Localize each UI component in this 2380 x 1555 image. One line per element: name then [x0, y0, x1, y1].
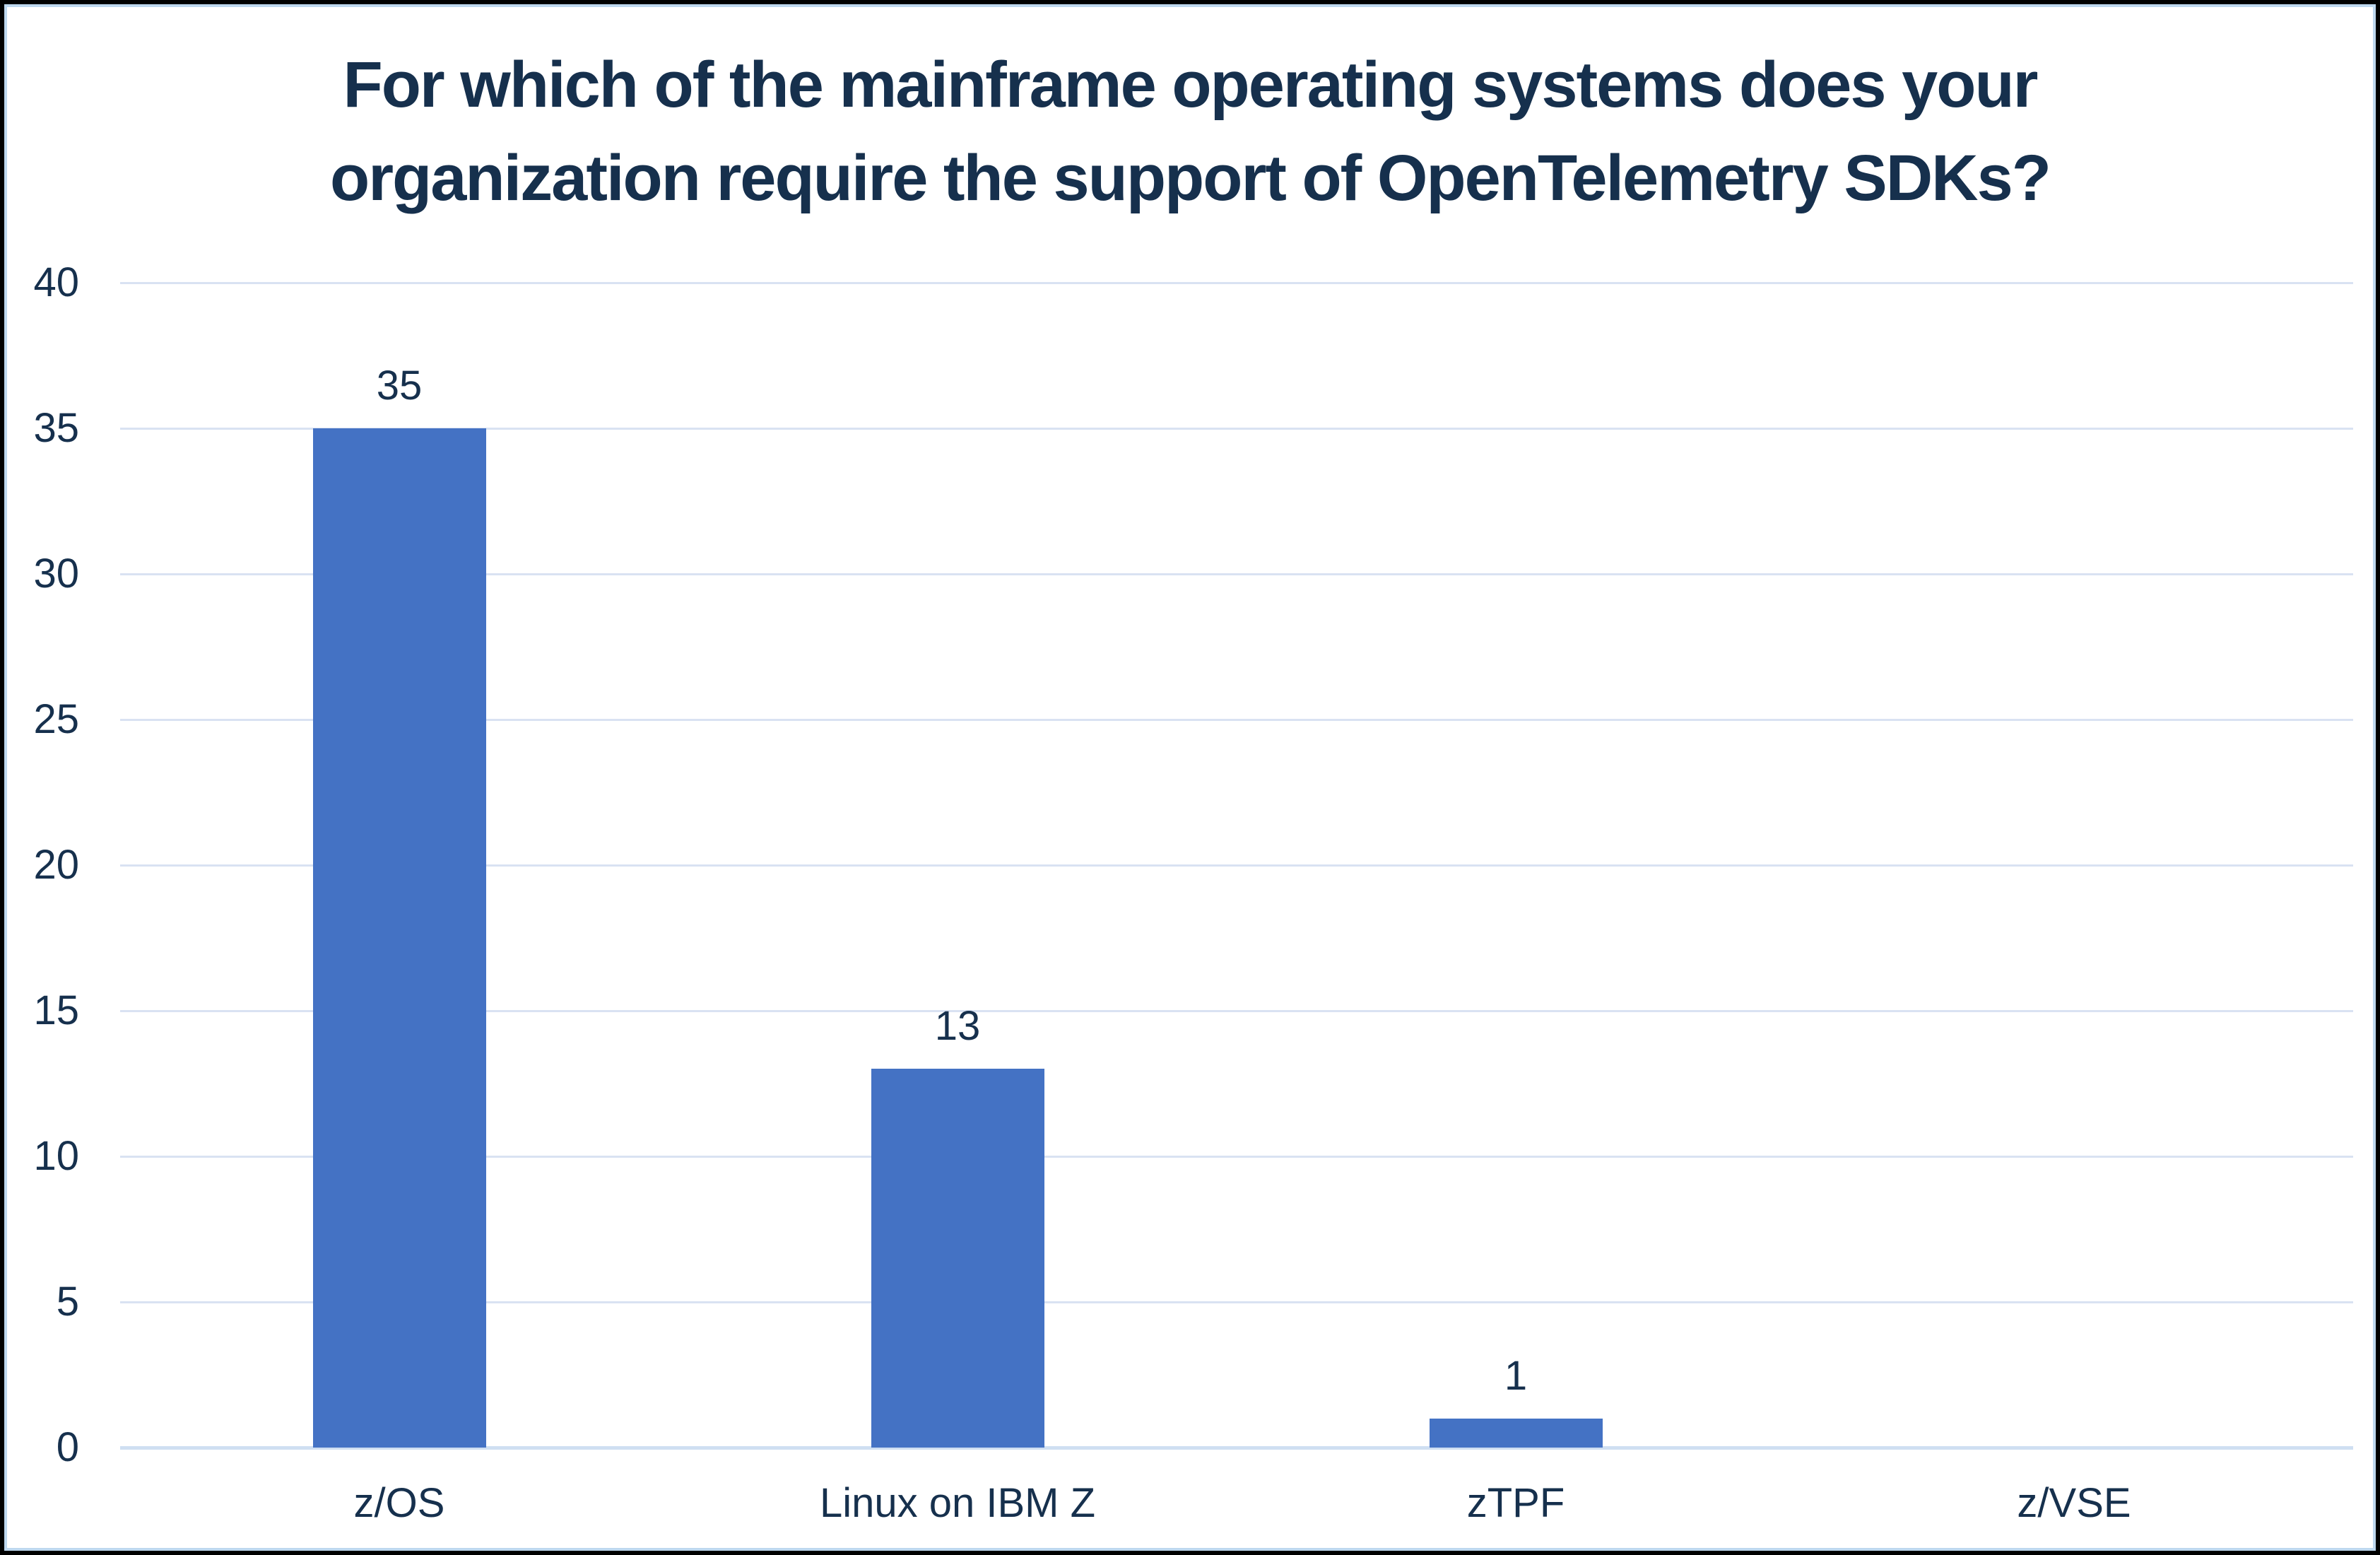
x-category-label-linux-on-ibm-z: Linux on IBM Z	[819, 1480, 1096, 1526]
x-axis-baseline	[120, 1445, 2353, 1450]
gridline-5	[120, 1301, 2353, 1303]
bar-value-label-linux-on-ibm-z: 13	[934, 1003, 981, 1050]
y-tick-label-10: 10	[33, 1133, 79, 1179]
chart-title-line-1: For which of the mainframe operating sys…	[343, 49, 2039, 121]
gridline-40	[120, 281, 2353, 284]
y-tick-label-35: 35	[33, 405, 79, 451]
bar-z-os	[312, 428, 486, 1448]
gridline-10	[120, 1155, 2353, 1158]
y-tick-label-20: 20	[33, 842, 79, 888]
bar-value-label-ztpf: 1	[1504, 1352, 1528, 1399]
x-category-label-z-os: z/OS	[353, 1480, 445, 1526]
y-tick-label-40: 40	[33, 259, 79, 305]
gridline-30	[120, 573, 2353, 575]
y-tick-label-0: 0	[56, 1424, 79, 1470]
gridline-20	[120, 864, 2353, 867]
x-category-label-ztpf: zTPF	[1466, 1480, 1565, 1526]
bar-ztpf	[1429, 1418, 1603, 1448]
gridline-35	[120, 427, 2353, 430]
y-tick-label-25: 25	[33, 696, 79, 742]
bar-value-label-z-os: 35	[376, 363, 423, 409]
bar-linux-on-ibm-z	[871, 1069, 1044, 1448]
chart-title: For which of the mainframe operating sys…	[7, 38, 2373, 225]
y-tick-label-30: 30	[33, 551, 79, 597]
chart-canvas: For which of the mainframe operating sys…	[4, 4, 2376, 1551]
x-category-label-z-vse: z/VSE	[2017, 1480, 2131, 1526]
y-tick-label-5: 5	[56, 1279, 79, 1325]
gridline-15	[120, 1009, 2353, 1012]
chart-title-line-2: organization require the support of Open…	[330, 142, 2051, 214]
gridline-25	[120, 718, 2353, 721]
y-tick-label-15: 15	[33, 987, 79, 1033]
